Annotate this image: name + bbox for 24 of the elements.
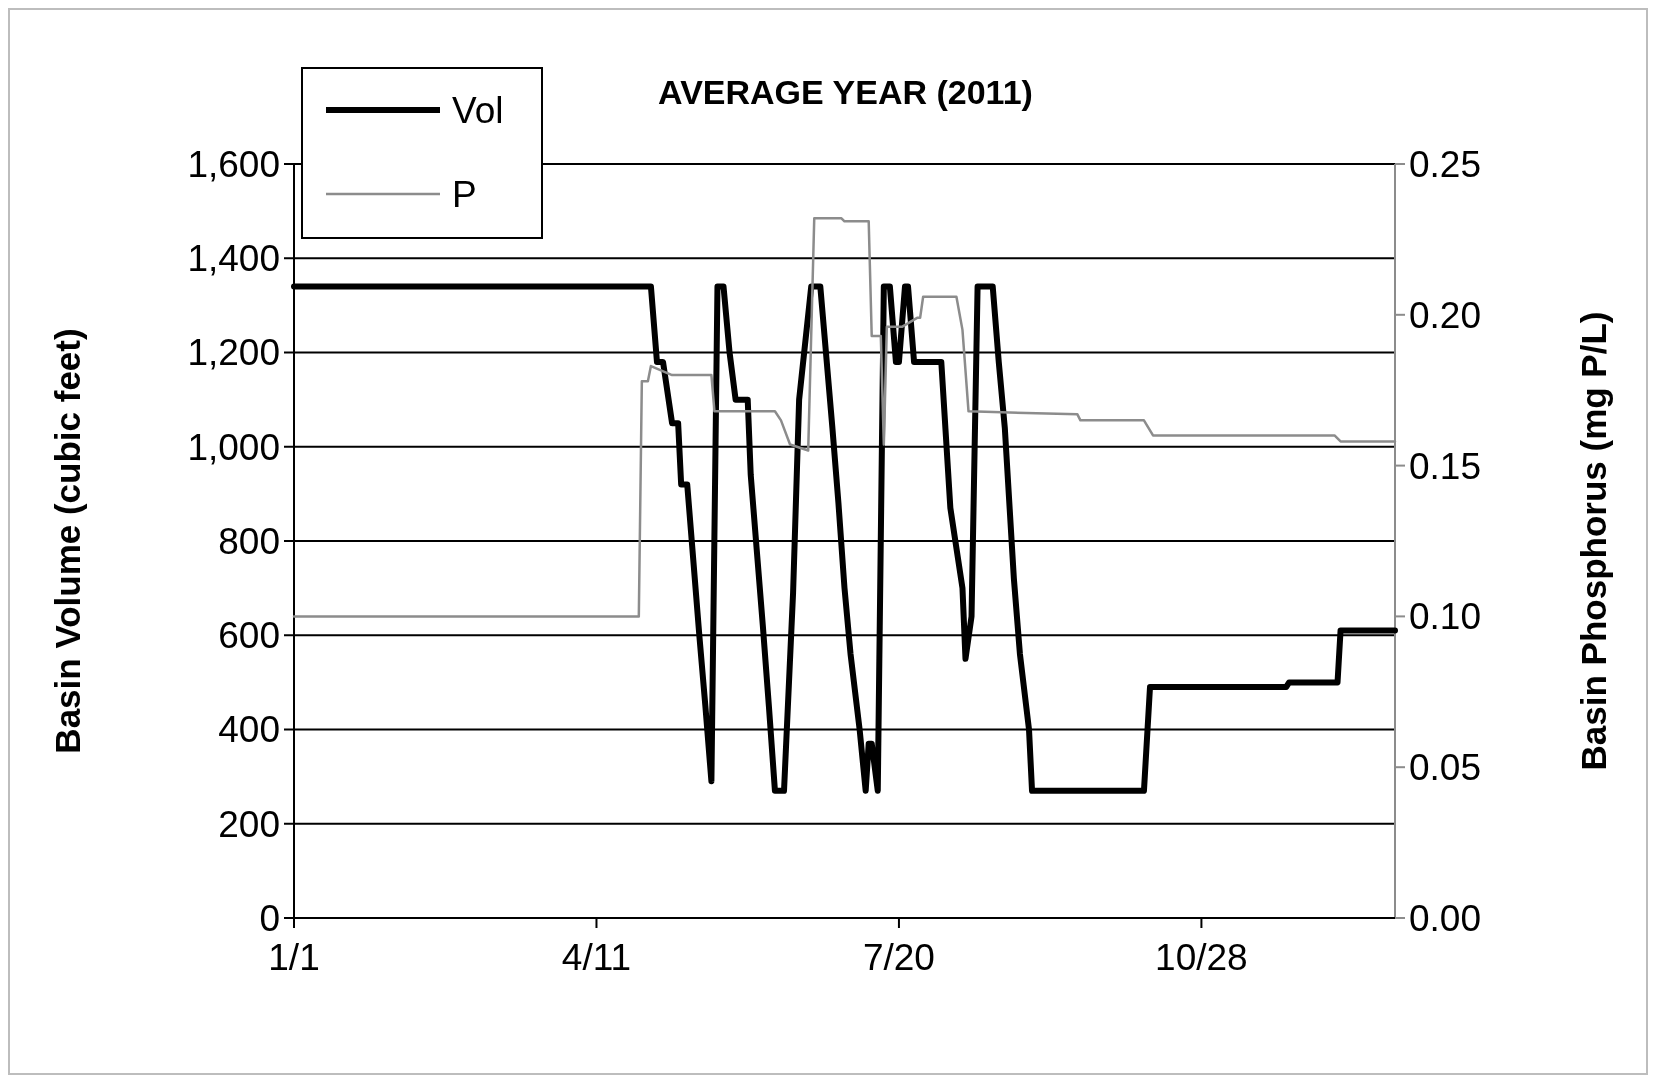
x-tick-label: 7/20 (862, 937, 935, 978)
y2-tick-label: 0.00 (1409, 897, 1482, 939)
y-tick-label: 400 (218, 709, 280, 751)
legend-label: Vol (452, 89, 504, 131)
chart-title: AVERAGE YEAR (2011) (658, 73, 1033, 111)
y-tick-label: 600 (218, 615, 280, 657)
y-tick-label: 1,200 (187, 332, 280, 374)
y-tick-label: 0 (259, 897, 280, 939)
y-axis-title: Basin Volume (cubic feet) (48, 328, 87, 754)
x-tick-label: 1/1 (268, 937, 320, 978)
y2-tick-label: 0.15 (1409, 445, 1482, 487)
y-tick-label: 1,400 (187, 238, 280, 280)
x-tick-label: 4/11 (561, 937, 632, 978)
legend-label: P (452, 173, 477, 215)
y2-tick-label: 0.25 (1409, 143, 1482, 185)
x-tick-label: 10/28 (1155, 937, 1248, 978)
y-tick-label: 800 (218, 520, 280, 562)
y-tick-label: 200 (218, 803, 280, 845)
y2-tick-label: 0.10 (1409, 596, 1482, 638)
y-tick-label: 1,000 (187, 426, 280, 468)
y2-tick-label: 0.20 (1409, 294, 1482, 336)
y-tick-label: 1,600 (187, 143, 280, 185)
y2-tick-label: 0.05 (1409, 747, 1482, 789)
y2-axis-title: Basin Phosphorus (mg P/L) (1574, 311, 1613, 771)
